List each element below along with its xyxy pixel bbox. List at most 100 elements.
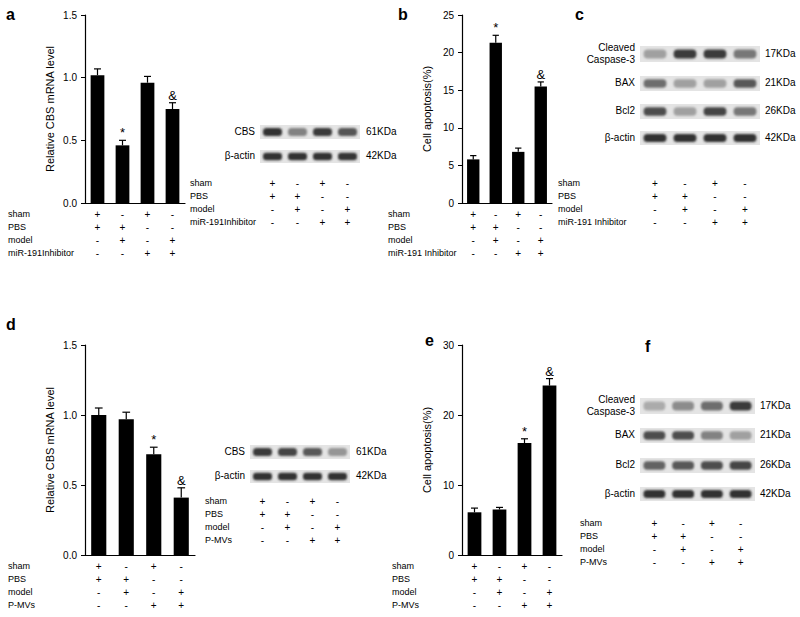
- svg-text:-: -: [180, 574, 183, 585]
- svg-text:model: model: [190, 204, 215, 214]
- svg-text:-: -: [286, 535, 289, 546]
- svg-text:-: -: [494, 209, 497, 220]
- svg-text:+: +: [538, 248, 544, 259]
- svg-text:-: -: [271, 204, 274, 215]
- svg-text:d: d: [6, 316, 16, 333]
- svg-text:Cell apoptosis(%): Cell apoptosis(%): [421, 407, 433, 493]
- svg-text:BAX: BAX: [615, 429, 635, 440]
- svg-text:-: -: [296, 178, 299, 189]
- svg-text:-: -: [472, 235, 475, 246]
- svg-text:Cleaved: Cleaved: [598, 42, 635, 53]
- svg-text:-: -: [683, 217, 686, 228]
- svg-text:30: 30: [443, 340, 455, 351]
- svg-text:+: +: [547, 587, 553, 598]
- svg-text:miR-191Inhibitor: miR-191Inhibitor: [8, 248, 74, 258]
- svg-text:model: model: [8, 587, 33, 597]
- svg-text:+: +: [95, 209, 101, 220]
- svg-text:*: *: [151, 432, 156, 447]
- svg-text:Caspase-3: Caspase-3: [587, 406, 636, 417]
- svg-text:26KDa: 26KDa: [765, 105, 796, 116]
- svg-text:-: -: [517, 235, 520, 246]
- svg-text:P-MVs: P-MVs: [580, 557, 608, 567]
- svg-text:Cleaved: Cleaved: [598, 394, 635, 405]
- svg-text:P-MVs: P-MVs: [392, 600, 420, 610]
- svg-text:+: +: [472, 561, 478, 572]
- svg-text:Cell apoptosis(%): Cell apoptosis(%): [421, 66, 433, 152]
- svg-text:-: -: [271, 217, 274, 228]
- svg-text:-: -: [311, 522, 314, 533]
- svg-text:b: b: [398, 6, 408, 23]
- svg-text:17KDa: 17KDa: [765, 48, 796, 59]
- svg-text:BAX: BAX: [615, 77, 635, 88]
- svg-text:15: 15: [443, 85, 455, 96]
- svg-text:-: -: [539, 222, 542, 233]
- svg-text:-: -: [653, 557, 656, 568]
- svg-text:PBS: PBS: [8, 574, 26, 584]
- svg-text:miR-191 Inhibitor: miR-191 Inhibitor: [388, 248, 457, 258]
- svg-text:+: +: [145, 248, 151, 259]
- svg-text:-: -: [548, 574, 551, 585]
- svg-text:+: +: [497, 587, 503, 598]
- svg-text:e: e: [425, 332, 434, 349]
- svg-text:Bcl2: Bcl2: [616, 459, 636, 470]
- svg-text:+: +: [178, 600, 184, 611]
- svg-text:-: -: [97, 600, 100, 611]
- svg-text:-: -: [321, 204, 324, 215]
- svg-text:sham: sham: [205, 496, 227, 506]
- svg-text:+: +: [151, 561, 157, 572]
- svg-text:*: *: [493, 20, 498, 35]
- svg-text:+: +: [680, 544, 686, 555]
- svg-text:+: +: [680, 531, 686, 542]
- svg-text:&: &: [177, 473, 186, 488]
- svg-text:-: -: [473, 587, 476, 598]
- svg-text:Caspase-3: Caspase-3: [587, 54, 636, 65]
- svg-text:+: +: [709, 557, 715, 568]
- svg-text:10: 10: [443, 122, 455, 133]
- svg-text:+: +: [335, 535, 341, 546]
- svg-text:+: +: [515, 209, 521, 220]
- svg-text:-: -: [171, 209, 174, 220]
- svg-text:20: 20: [443, 47, 455, 58]
- svg-text:β-actin: β-actin: [605, 488, 635, 499]
- svg-text:-: -: [739, 518, 742, 529]
- svg-text:+: +: [260, 509, 266, 520]
- svg-text:10: 10: [443, 480, 455, 491]
- svg-text:21KDa: 21KDa: [765, 77, 796, 88]
- svg-text:-: -: [146, 235, 149, 246]
- svg-text:-: -: [125, 561, 128, 572]
- svg-text:-: -: [146, 222, 149, 233]
- svg-text:+: +: [682, 204, 688, 215]
- svg-text:+: +: [170, 235, 176, 246]
- svg-text:+: +: [493, 222, 499, 233]
- svg-text:+: +: [335, 522, 341, 533]
- svg-text:-: -: [517, 222, 520, 233]
- svg-text:sham: sham: [388, 209, 410, 219]
- svg-text:5: 5: [448, 160, 454, 171]
- svg-text:+: +: [742, 204, 748, 215]
- svg-text:PBS: PBS: [190, 191, 208, 201]
- svg-text:-: -: [523, 587, 526, 598]
- svg-text:PBS: PBS: [580, 531, 598, 541]
- svg-text:+: +: [738, 557, 744, 568]
- svg-text:c: c: [575, 6, 584, 23]
- svg-text:+: +: [270, 191, 276, 202]
- svg-text:PBS: PBS: [558, 191, 576, 201]
- svg-text:PBS: PBS: [205, 509, 223, 519]
- svg-text:20: 20: [443, 410, 455, 421]
- svg-text:-: -: [653, 204, 656, 215]
- svg-text:model: model: [580, 544, 605, 554]
- svg-text:+: +: [712, 178, 718, 189]
- svg-text:0: 0: [448, 550, 454, 561]
- svg-text:25: 25: [443, 10, 455, 21]
- svg-text:+: +: [310, 535, 316, 546]
- svg-text:sham: sham: [8, 561, 30, 571]
- svg-text:-: -: [498, 600, 501, 611]
- svg-text:+: +: [738, 544, 744, 555]
- svg-text:42KDa: 42KDa: [765, 132, 796, 143]
- svg-text:+: +: [345, 217, 351, 228]
- svg-text:Relative CBS mRNA level: Relative CBS mRNA level: [44, 387, 56, 513]
- svg-text:sham: sham: [580, 518, 602, 528]
- svg-text:+: +: [493, 235, 499, 246]
- svg-text:-: -: [346, 178, 349, 189]
- svg-text:-: -: [653, 544, 656, 555]
